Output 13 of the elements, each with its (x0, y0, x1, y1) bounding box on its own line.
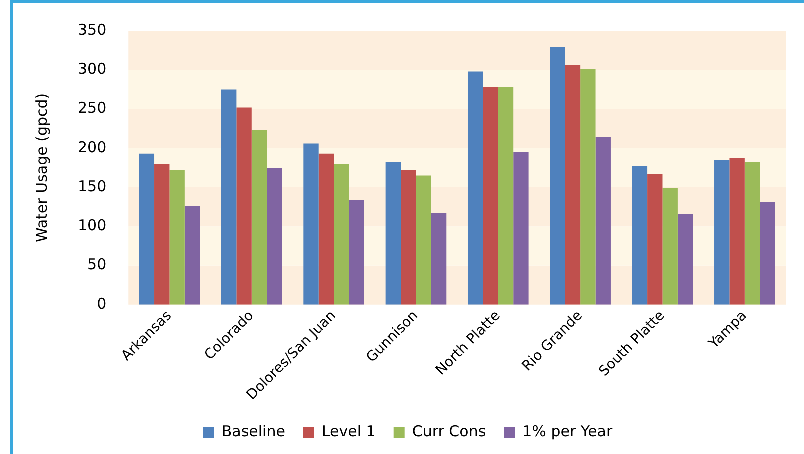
y-tick-label: 150 (78, 177, 107, 196)
legend-label: Baseline (222, 422, 286, 440)
y-tick-label: 0 (97, 294, 107, 313)
legend-label: Curr Cons (412, 422, 486, 440)
y-axis-title: Water Usage (gpcd) (32, 93, 51, 243)
y-tick-label: 300 (78, 60, 107, 78)
y-tick-label: 350 (78, 20, 107, 39)
y-tick-label: 250 (78, 99, 107, 118)
y-tick-label: 50 (88, 256, 107, 274)
y-tick-label: 100 (78, 216, 107, 235)
legend-label: 1% per Year (522, 422, 614, 440)
legend-label: Level 1 (322, 422, 376, 440)
y-tick-label: 200 (78, 138, 107, 156)
